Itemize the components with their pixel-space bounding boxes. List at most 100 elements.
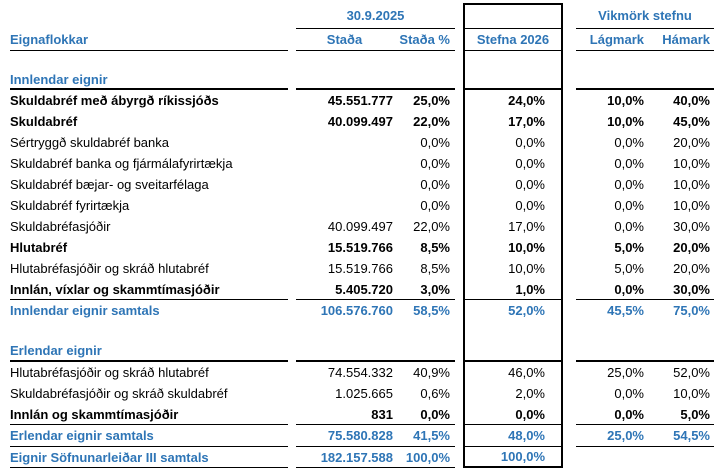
cell-hamark: 52,0% <box>673 365 710 380</box>
cell-stada-pct: 41,5% <box>393 425 455 447</box>
table-row: Skuldabréf banka og fjármálafyrirtækja 0… <box>10 153 716 174</box>
cell-stada-pct: 22,0% <box>413 114 450 129</box>
cell-hamark: 10,0% <box>673 156 710 171</box>
row-label: Skuldabréf bæjar- og sveitarfélaga <box>10 177 209 192</box>
section-label: Erlendar eignir <box>10 341 288 362</box>
cell-lagmark: 5,0% <box>614 240 644 255</box>
cell-stefna: 0,0% <box>463 132 563 153</box>
row-label: Skuldabréf <box>10 114 78 129</box>
table-row: Innlán, víxlar og skammtímasjóðir 5.405.… <box>10 279 716 300</box>
table-row: Hlutabréf 15.519.766 8,5% 10,0% 5,0% 20,… <box>10 237 716 258</box>
cell-stada: 74.554.332 <box>327 365 393 380</box>
cell-hamark: 54,5% <box>644 425 714 447</box>
row-label: Eignir Söfnunarleiðar III samtals <box>10 447 288 468</box>
cell-stada: 40.099.497 <box>327 219 393 234</box>
cell-stada-pct: 8,5% <box>420 261 450 276</box>
row-label: Skuldabréf banka og fjármálafyrirtækja <box>10 156 233 171</box>
table-row: Innlán og skammtímasjóðir 831 0,0% 0,0% … <box>10 404 716 425</box>
cell-stada-pct: 22,0% <box>413 219 450 234</box>
cell-hamark: 20,0% <box>673 240 710 255</box>
cell-stada <box>296 174 393 195</box>
section-label: Innlendar eignir <box>10 71 288 90</box>
row-label: Innlán, víxlar og skammtímasjóðir <box>10 279 288 300</box>
table-row: Hlutabréfasjóðir og skráð hlutabréf 74.5… <box>10 362 716 383</box>
cell-stada-pct: 8,5% <box>420 240 450 255</box>
cell-stefna: 2,0% <box>463 383 563 404</box>
cell-hamark: 30,0% <box>644 279 714 300</box>
row-label: Hlutabréf <box>10 240 68 255</box>
cell-stefna: 17,0% <box>463 111 563 132</box>
col-header-hamark: Hámark <box>644 29 714 51</box>
cell-stada: 15.519.766 <box>327 240 393 255</box>
cell-stada <box>296 195 393 216</box>
cell-stada-pct: 40,9% <box>413 365 450 380</box>
row-label: Hlutabréfasjóðir og skráð hlutabréf <box>10 365 209 380</box>
cell-stada-pct: 0,6% <box>420 386 450 401</box>
col-header-eignaflokkar: Eignaflokkar <box>10 29 288 51</box>
row-label: Skuldabréf með ábyrgð ríkissjóðs <box>10 93 219 108</box>
cell-stefna: 17,0% <box>463 216 563 237</box>
cell-lagmark: 0,0% <box>614 198 644 213</box>
total-row-grand: Eignir Söfnunarleiðar III samtals 182.15… <box>10 447 716 468</box>
row-label: Hlutabréfasjóðir og skráð hlutabréf <box>10 261 209 276</box>
cell-stefna: 0,0% <box>463 404 563 425</box>
cell-stefna: 100,0% <box>463 447 563 468</box>
cell-stefna: 0,0% <box>463 153 563 174</box>
table-row: Skuldabréf með ábyrgð ríkissjóðs 45.551.… <box>10 90 716 111</box>
cell-stada: 40.099.497 <box>327 114 393 129</box>
cell-hamark: 10,0% <box>673 177 710 192</box>
section-header-erlendar: Erlendar eignir <box>10 341 716 362</box>
date-group-header: 30.9.2025 <box>296 3 455 29</box>
col-header-stefna: Stefna 2026 <box>463 29 563 51</box>
col-header-stada-pct: Staða % <box>393 29 455 51</box>
cell-stada: 831 <box>296 404 393 425</box>
spacer-row <box>10 51 716 71</box>
cell-stada: 75.580.828 <box>296 425 393 447</box>
table-row: Hlutabréfasjóðir og skráð hlutabréf 15.5… <box>10 258 716 279</box>
row-label: Innlendar eignir samtals <box>10 303 160 318</box>
column-header-row: Eignaflokkar Staða Staða % Stefna 2026 L… <box>10 29 716 51</box>
cell-lagmark: 10,0% <box>607 114 644 129</box>
cell-stada-pct: 100,0% <box>393 447 455 468</box>
cell-lagmark: 0,0% <box>614 386 644 401</box>
cell-lagmark: 45,5% <box>607 303 644 318</box>
cell-stada-pct: 25,0% <box>413 93 450 108</box>
row-label: Skuldabréf fyrirtækja <box>10 198 130 213</box>
spacer-row <box>10 321 716 341</box>
cell-stada-pct: 0,0% <box>393 404 455 425</box>
cell-lagmark: 25,0% <box>576 425 644 447</box>
cell-stefna: 10,0% <box>463 258 563 279</box>
cell-stada: 106.576.760 <box>320 303 393 318</box>
cell-stada: 15.519.766 <box>327 261 393 276</box>
total-row-innlendar: Innlendar eignir samtals 106.576.760 58,… <box>10 300 716 321</box>
cell-lagmark: 25,0% <box>607 365 644 380</box>
stefna-box-top <box>463 3 563 29</box>
cell-stefna: 10,0% <box>463 237 563 258</box>
cell-hamark: 20,0% <box>673 135 710 150</box>
col-header-stada: Staða <box>296 29 393 51</box>
row-label: Erlendar eignir samtals <box>10 425 288 447</box>
table-row: Sértryggð skuldabréf banka 0,0% 0,0% 0,0… <box>10 132 716 153</box>
cell-lagmark: 0,0% <box>614 177 644 192</box>
cell-stada: 1.025.665 <box>335 386 393 401</box>
cell-hamark: 40,0% <box>673 93 710 108</box>
section-header-innlendar: Innlendar eignir <box>10 71 716 90</box>
table-row: Skuldabréf bæjar- og sveitarfélaga 0,0% … <box>10 174 716 195</box>
cell-lagmark: 0,0% <box>576 279 644 300</box>
cell-hamark: 75,0% <box>673 303 710 318</box>
cell-stada <box>296 132 393 153</box>
cell-lagmark: 5,0% <box>614 261 644 276</box>
cell-hamark: 5,0% <box>644 404 714 425</box>
cell-stada: 45.551.777 <box>327 93 393 108</box>
col-header-lagmark: Lágmark <box>576 29 644 51</box>
cell-stada-pct: 0,0% <box>420 198 450 213</box>
cell-stefna: 0,0% <box>463 195 563 216</box>
group-header-row: 30.9.2025 Vikmörk stefnu <box>10 3 716 29</box>
cell-hamark: 10,0% <box>673 198 710 213</box>
cell-stada-pct: 0,0% <box>420 177 450 192</box>
cell-stada: 5.405.720 <box>296 279 393 300</box>
cell-stefna: 24,0% <box>463 90 563 111</box>
table-row: Skuldabréfasjóðir 40.099.497 22,0% 17,0%… <box>10 216 716 237</box>
total-row-erlendar: Erlendar eignir samtals 75.580.828 41,5%… <box>10 425 716 447</box>
